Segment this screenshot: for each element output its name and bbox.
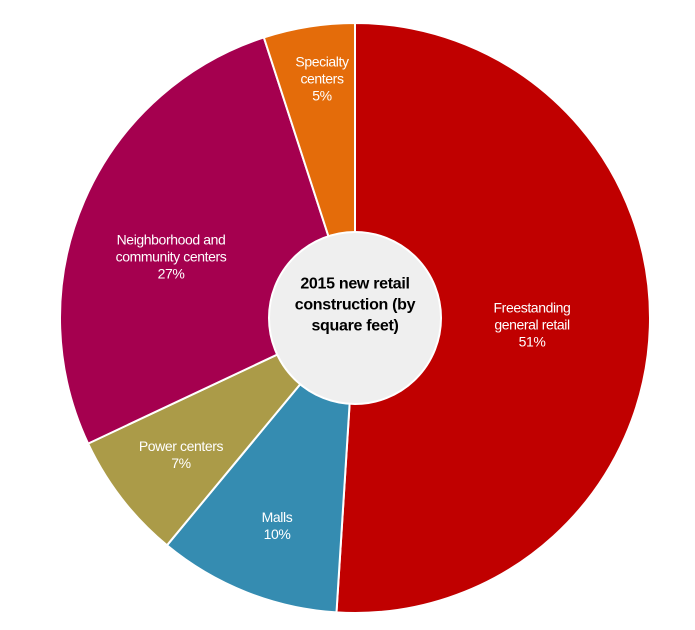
chart-title: 2015 new retail construction (by square …: [294, 275, 416, 335]
value-label: 7%: [171, 455, 191, 471]
category-label: Specialty centers: [295, 53, 349, 87]
value-label: 5%: [312, 87, 332, 104]
center-hole: [268, 231, 442, 405]
slice-label: Freestanding general retail 51%: [477, 300, 587, 351]
slice: [335, 21, 651, 614]
slice: [165, 314, 357, 614]
category-label: Freestanding general retail: [493, 299, 571, 333]
slice-label: Specialty centers 5%: [287, 54, 357, 105]
slice: [86, 317, 356, 547]
value-label: 51%: [518, 333, 546, 350]
category-label: Power centers: [138, 438, 224, 454]
slice-label: Neighborhood and community centers 27%: [96, 232, 246, 283]
value-label: 27%: [157, 265, 185, 282]
category-label: Malls: [261, 509, 293, 525]
slice-label: Malls 10%: [237, 509, 317, 543]
value-label: 10%: [263, 526, 291, 542]
category-label: Neighborhood and community centers: [115, 231, 227, 265]
slice-label: Power centers 7%: [126, 438, 236, 472]
